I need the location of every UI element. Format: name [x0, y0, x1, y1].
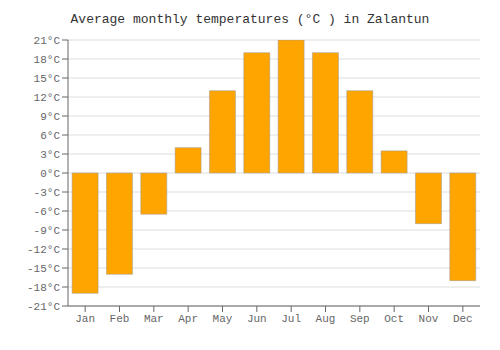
svg-text:Dec: Dec	[453, 313, 473, 325]
svg-text:Oct: Oct	[384, 313, 404, 325]
svg-text:18°C: 18°C	[34, 54, 61, 66]
svg-text:Mar: Mar	[144, 313, 164, 325]
svg-text:-21°C: -21°C	[27, 301, 60, 313]
svg-text:12°C: 12°C	[34, 92, 61, 104]
svg-text:15°C: 15°C	[34, 73, 61, 85]
svg-text:3°C: 3°C	[40, 149, 60, 161]
svg-text:-18°C: -18°C	[27, 282, 60, 294]
svg-text:Sep: Sep	[350, 313, 370, 325]
svg-text:Apr: Apr	[178, 313, 198, 325]
svg-text:-9°C: -9°C	[34, 225, 61, 237]
svg-text:Feb: Feb	[110, 313, 130, 325]
svg-text:May: May	[213, 313, 233, 325]
svg-text:Jan: Jan	[75, 313, 95, 325]
svg-text:Jun: Jun	[247, 313, 267, 325]
svg-text:Aug: Aug	[316, 313, 336, 325]
svg-text:-12°C: -12°C	[27, 244, 60, 256]
svg-text:Nov: Nov	[419, 313, 439, 325]
svg-text:Jul: Jul	[281, 313, 301, 325]
svg-text:-6°C: -6°C	[34, 206, 61, 218]
svg-text:0°C: 0°C	[40, 168, 60, 180]
svg-text:6°C: 6°C	[40, 130, 60, 142]
html-text:Average monthly temperatures (: Average monthly temperatures (°C ) in Za…	[70, 12, 430, 27]
svg-text:-3°C: -3°C	[34, 187, 61, 199]
svg-text:9°C: 9°C	[40, 111, 60, 123]
svg-text:21°C: 21°C	[34, 35, 61, 47]
svg-text:-15°C: -15°C	[27, 263, 60, 275]
